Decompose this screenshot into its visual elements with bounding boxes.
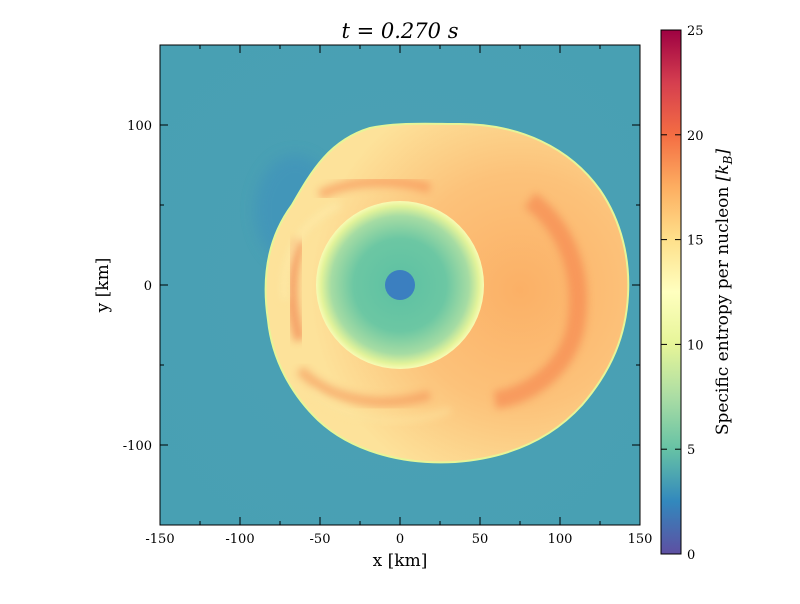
colorbar-ticks <box>661 29 681 555</box>
colorbar-tick-label: 5 <box>687 443 695 458</box>
y-tick-label: 100 <box>127 119 152 134</box>
plume-streak <box>317 176 432 200</box>
x-tick-label: -100 <box>225 532 254 547</box>
colorbar-frame <box>660 29 682 555</box>
plume-streak <box>280 201 342 301</box>
colorbar-label: Specific entropy per nucleon [kB] <box>713 148 735 435</box>
x-tick-labels: -150 -100 -50 0 50 100 150 <box>145 532 652 547</box>
colorbar-tick-label: 20 <box>687 129 704 144</box>
y-tick-label: 0 <box>144 279 152 294</box>
proto-neutron-star-core <box>385 270 415 300</box>
plume-streak <box>296 366 432 407</box>
entropy-heatmap <box>160 45 640 525</box>
y-tick-labels: -100 0 100 <box>123 119 152 454</box>
x-axis-label: x [km] <box>373 551 428 571</box>
x-tick-label: 100 <box>548 532 573 547</box>
x-tick-label: 0 <box>396 532 404 547</box>
plume-streak <box>307 387 452 424</box>
plume-streak <box>493 192 587 409</box>
x-tick-label: -50 <box>310 532 331 547</box>
x-tick-label: 150 <box>628 532 653 547</box>
x-tick-label: -150 <box>145 532 174 547</box>
colorbar-gradient <box>661 30 681 554</box>
y-tick-label: -100 <box>123 439 152 454</box>
colorbar-tick-label: 15 <box>687 234 704 249</box>
colorbar-tick-label: 10 <box>687 338 704 353</box>
y-axis-label: y [km] <box>93 258 113 314</box>
axis-ticks <box>159 45 641 525</box>
plume-streak <box>285 238 306 342</box>
colorbar-tick-label: 25 <box>687 24 704 39</box>
colorbar: 0 5 10 15 20 25 Specific entropy per nucleon … <box>660 24 735 563</box>
x-tick-label: 50 <box>472 532 489 547</box>
colorbar-tick-labels: 0 5 10 15 20 25 <box>687 24 704 563</box>
colorbar-tick-label: 0 <box>687 548 695 563</box>
chart-title: t = 0.270 s <box>342 19 459 43</box>
